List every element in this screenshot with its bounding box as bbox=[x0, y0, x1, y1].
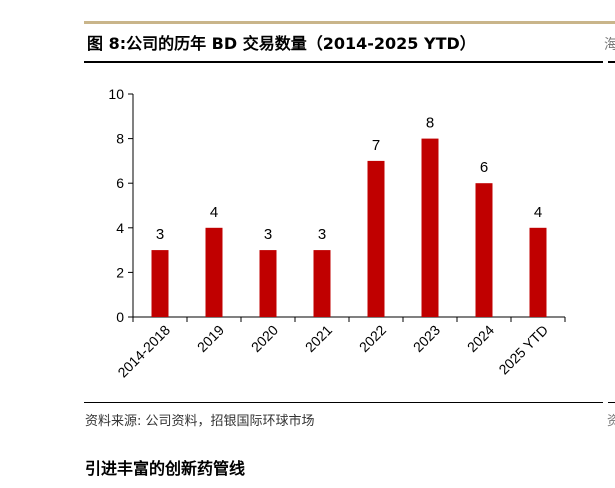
right-rule-bottom bbox=[608, 402, 615, 403]
bar bbox=[259, 250, 277, 317]
bar bbox=[529, 227, 547, 317]
data-label: 7 bbox=[372, 137, 380, 154]
y-tick-label: 10 bbox=[108, 86, 124, 102]
data-label: 3 bbox=[264, 226, 272, 243]
bar bbox=[151, 250, 169, 317]
title-rule bbox=[84, 61, 603, 63]
top-rule bbox=[84, 21, 615, 24]
y-tick-label: 6 bbox=[116, 175, 124, 191]
bar bbox=[205, 227, 223, 317]
category-label: 2021 bbox=[302, 322, 335, 355]
category-label: 2025 YTD bbox=[495, 322, 551, 378]
y-tick-label: 0 bbox=[116, 309, 124, 325]
data-label: 4 bbox=[534, 204, 542, 221]
right-edge-fragment-bottom: 资 bbox=[607, 414, 615, 429]
section-heading: 引进丰富的创新药管线 bbox=[85, 459, 246, 478]
bar bbox=[475, 183, 493, 317]
figure-source: 资料来源: 公司资料，招银国际环球市场 bbox=[85, 414, 315, 429]
data-label: 6 bbox=[480, 159, 488, 176]
bar bbox=[313, 250, 331, 317]
category-label: 2024 bbox=[464, 322, 497, 355]
y-tick-label: 4 bbox=[116, 220, 124, 236]
category-label: 2014-2018 bbox=[114, 322, 173, 381]
data-label: 4 bbox=[210, 204, 218, 221]
y-tick-label: 8 bbox=[116, 131, 124, 147]
figure-title: 图 8:公司的历年 BD 交易数量（2014-2025 YTD） bbox=[87, 34, 476, 53]
category-label: 2023 bbox=[410, 322, 443, 355]
y-tick-label: 2 bbox=[116, 264, 124, 280]
data-label: 3 bbox=[318, 226, 326, 243]
data-label: 3 bbox=[156, 226, 164, 243]
right-rule-top bbox=[608, 61, 615, 63]
bar bbox=[367, 160, 385, 317]
category-label: 2022 bbox=[356, 322, 389, 355]
category-label: 2019 bbox=[194, 322, 227, 355]
bar bbox=[421, 138, 439, 317]
data-label: 8 bbox=[426, 115, 434, 132]
category-label: 2020 bbox=[248, 322, 281, 355]
source-rule bbox=[84, 402, 603, 403]
right-edge-fragment-top: 海 bbox=[604, 37, 615, 53]
